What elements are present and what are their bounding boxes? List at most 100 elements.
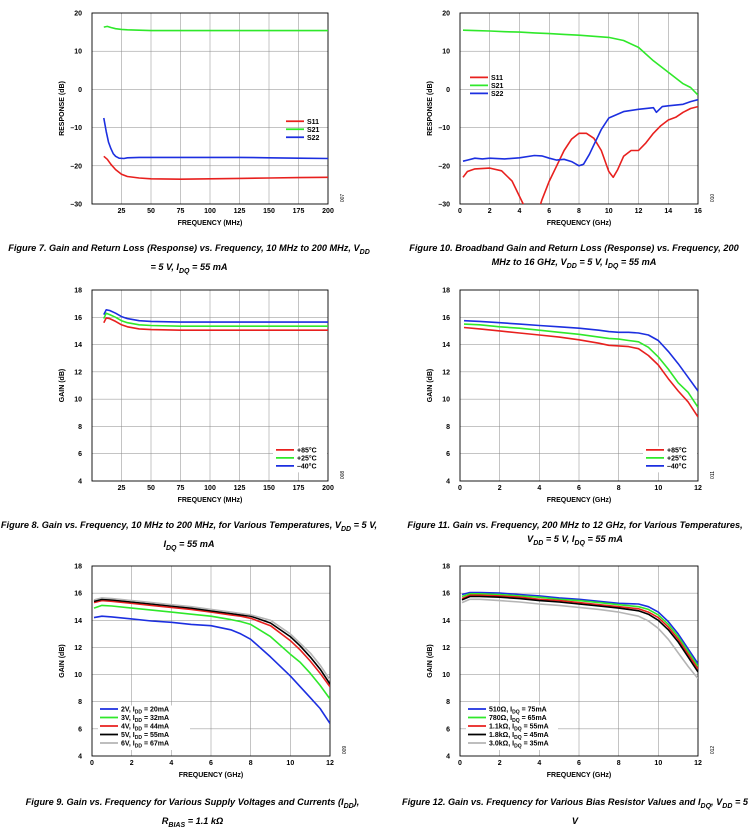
y-tick-label: 4 — [78, 754, 82, 761]
plot-frame — [91, 289, 329, 482]
y-tick-label: 6 — [78, 451, 82, 458]
plot-frame — [91, 12, 329, 205]
x-tick-label: 175 — [293, 208, 305, 215]
y-tick-label: 10 — [74, 397, 82, 404]
x-tick-label: 8 — [617, 485, 621, 492]
legend-label: +85°C — [297, 446, 317, 454]
series-line-blue — [463, 319, 698, 392]
chart-fig8-group: 25 50 75 100 125 150 175 200 4 6 8 10 12 14 16 18 FREQUE… — [59, 288, 346, 505]
x-tick-label: 16 — [694, 208, 702, 215]
series-line-gray — [93, 597, 330, 681]
legend-label: S21 — [491, 83, 504, 90]
x-tick-label: 4 — [169, 760, 173, 767]
legend: +85°C+25°C–40°C — [643, 446, 697, 473]
y-tick-label: –10 — [70, 125, 82, 132]
y-tick-label: 12 — [74, 645, 82, 652]
x-axis-label: FREQUENCY (MHz) — [178, 497, 243, 504]
y-tick-label: –30 — [438, 202, 450, 209]
figure-code: 011 — [710, 471, 716, 479]
x-tick-label: 12 — [635, 208, 643, 215]
x-tick-label: 4 — [518, 208, 522, 215]
caption-fig11: Figure 11. Gain vs. Frequency, 200 MHz t… — [407, 520, 743, 547]
legend-label: S21 — [307, 127, 320, 134]
y-tick-label: 0 — [78, 87, 82, 94]
legend-label: 3V, IDD = 32mA — [121, 715, 169, 724]
x-tick-label: 6 — [547, 208, 551, 215]
x-tick-label: 10 — [605, 208, 613, 215]
x-tick-label: 12 — [694, 485, 702, 492]
x-axis-label: FREQUENCY (GHz) — [547, 220, 611, 227]
x-tick-label: 0 — [458, 208, 462, 215]
x-tick-label: 6 — [577, 485, 581, 492]
series-line-red — [463, 326, 698, 418]
series-line-green — [461, 592, 698, 667]
figure-code: 007 — [340, 194, 346, 203]
y-tick-label: 18 — [74, 288, 82, 295]
chart-fig11-group: 0 2 4 6 8 10 12 4 6 8 10 12 14 16 18 FREQUENCY (GHz) GAI… — [427, 288, 716, 505]
legend-label: S11 — [491, 75, 503, 82]
y-axis-label: RESPONSE (dB) — [59, 81, 66, 136]
y-tick-label: 18 — [442, 288, 450, 295]
series-line-red — [103, 155, 328, 180]
series-line-blue — [462, 98, 698, 167]
series-line-red — [461, 594, 698, 670]
legend-label: –40°C — [297, 462, 317, 470]
legend-label: +25°C — [667, 454, 687, 462]
y-tick-label: 18 — [442, 564, 450, 571]
x-tick-label: 50 — [147, 208, 155, 215]
caption-fig8: Figure 8. Gain vs. Frequency, 10 MHz to … — [0, 520, 378, 552]
x-tick-label: 2 — [130, 760, 134, 767]
legend-label: 1.8kΩ, IDQ = 45mA — [489, 732, 549, 741]
legend-label: 5V, IDD = 55mA — [121, 732, 169, 741]
legend: +85°C+25°C–40°C — [273, 446, 327, 473]
x-tick-label: 8 — [617, 760, 621, 767]
x-axis-label: FREQUENCY (GHz) — [547, 497, 611, 504]
x-tick-label: 10 — [286, 760, 294, 767]
y-tick-label: 14 — [74, 618, 82, 625]
figure-code: 012 — [710, 746, 716, 755]
legend-label: S11 — [307, 119, 319, 126]
legend-label: –40°C — [667, 462, 687, 470]
plot-frame — [459, 12, 699, 205]
legend-label: 3.0kΩ, IDQ = 35mA — [489, 741, 549, 750]
series-line-red — [93, 599, 330, 688]
series-line-blue — [93, 615, 330, 724]
x-tick-label: 200 — [322, 208, 334, 215]
x-tick-label: 4 — [537, 760, 541, 767]
caption-fig12: Figure 12. Gain vs. Frequency for Variou… — [402, 797, 748, 826]
x-tick-label: 8 — [577, 208, 581, 215]
x-tick-label: 150 — [263, 208, 275, 215]
series-line-blue — [461, 591, 698, 665]
plot-frame — [91, 565, 331, 757]
chart-fig11: 0 2 4 6 8 10 12 4 6 8 10 12 14 16 18 FREQUENCY (GHz) GAI… — [427, 288, 716, 505]
y-tick-label: 10 — [74, 672, 82, 679]
legend-label: +25°C — [297, 454, 317, 462]
y-tick-label: 14 — [74, 342, 82, 349]
chart-fig12: 0 2 4 6 8 10 12 4 6 8 10 12 14 16 18 FREQUENCY (GHz) GAI… — [427, 564, 716, 780]
y-tick-label: 8 — [446, 424, 450, 431]
y-tick-label: 12 — [442, 369, 450, 376]
x-tick-label: 0 — [458, 760, 462, 767]
legend-label: 2V, IDD = 20mA — [121, 707, 169, 716]
x-tick-label: 10 — [654, 485, 662, 492]
x-tick-label: 6 — [209, 760, 213, 767]
x-axis-label: FREQUENCY (GHz) — [179, 772, 243, 779]
plot-frame — [459, 289, 699, 482]
y-tick-label: 10 — [74, 49, 82, 56]
series-line-black — [93, 598, 330, 685]
x-tick-label: 8 — [249, 760, 253, 767]
x-tick-label: 125 — [234, 208, 246, 215]
y-tick-label: 4 — [446, 479, 450, 486]
chart-fig7: 25 50 75 100 125 150 175 200 –30 –20 –10 0 10 20 FREQU… — [59, 11, 346, 228]
caption-fig10: Figure 10. Broadband Gain and Return Los… — [409, 243, 739, 270]
series-line-green — [93, 604, 330, 700]
x-axis-label: FREQUENCY (MHz) — [178, 220, 243, 227]
y-tick-label: 10 — [442, 672, 450, 679]
x-tick-label: 0 — [458, 485, 462, 492]
figure-code: 010 — [710, 194, 716, 203]
chart-fig12-group: 0 2 4 6 8 10 12 4 6 8 10 12 14 16 18 FREQUENCY (GHz) GAI… — [427, 564, 716, 780]
chart-fig7-group: 25 50 75 100 125 150 175 200 –30 –20 –10 0 10 20 FREQU… — [59, 11, 346, 228]
